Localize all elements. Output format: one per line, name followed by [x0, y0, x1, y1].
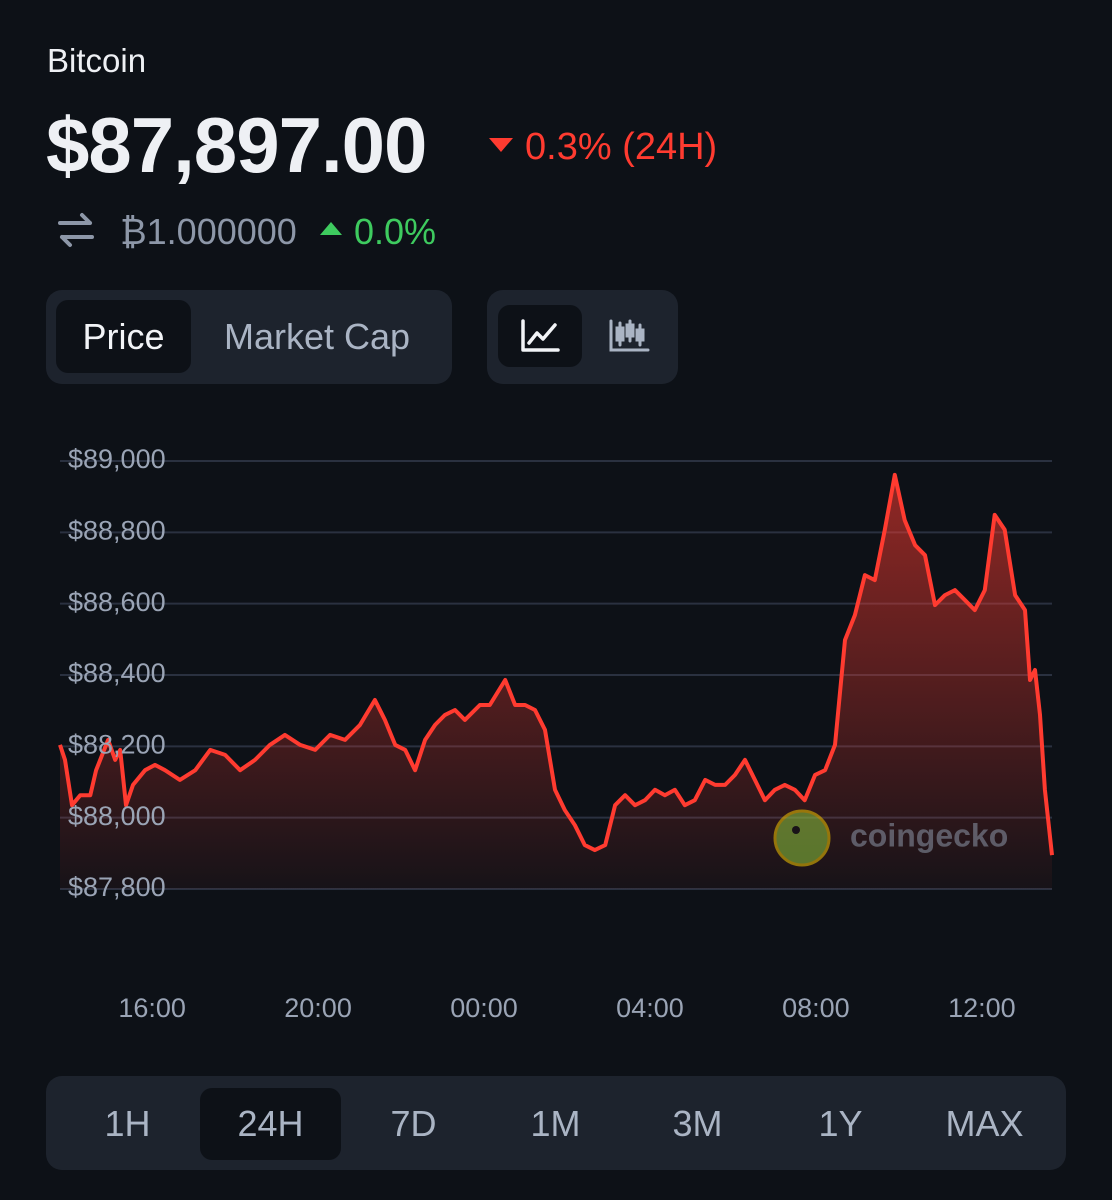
x-tick-label: 20:00	[284, 993, 352, 1023]
candle-icon	[609, 319, 650, 352]
y-tick-label: $88,400	[68, 658, 166, 688]
watermark-text: coingecko	[850, 817, 1008, 853]
range-button[interactable]: 1M	[530, 1103, 581, 1144]
line-chart-button[interactable]	[498, 305, 582, 367]
line-icon	[521, 319, 560, 352]
range-button[interactable]: 1H	[104, 1103, 151, 1144]
x-tick-label: 04:00	[616, 993, 684, 1023]
candle-chart-button[interactable]	[590, 305, 668, 367]
price-line	[58, 472, 1054, 856]
x-tick-label: 08:00	[782, 993, 850, 1023]
x-tick-label: 16:00	[118, 993, 186, 1023]
price-change: 0.3% (24H)	[525, 126, 718, 168]
x-tick-label: 12:00	[948, 993, 1016, 1023]
btc-price: ₿1.000000	[120, 211, 297, 252]
x-tick-label: 00:00	[450, 993, 518, 1023]
range-button[interactable]: 3M	[672, 1103, 723, 1144]
y-tick-label: $88,600	[68, 587, 166, 617]
range-button[interactable]: MAX	[945, 1103, 1024, 1144]
watermark: coingecko	[773, 809, 1008, 867]
y-tick-label: $88,800	[68, 515, 166, 545]
coin-name: Bitcoin	[47, 42, 147, 79]
y-tick-label: $88,000	[68, 801, 166, 831]
range-button[interactable]: 1Y	[818, 1103, 863, 1144]
price-area	[60, 474, 1052, 889]
y-tick-label: $89,000	[68, 444, 166, 474]
down-arrow	[489, 138, 513, 152]
range-button[interactable]: 7D	[390, 1103, 437, 1144]
btc-change: 0.0%	[354, 211, 437, 252]
tab-price[interactable]: Price	[56, 300, 191, 373]
y-tick-label: $88,200	[68, 729, 166, 759]
up-arrow	[320, 222, 342, 235]
tab-market-cap[interactable]: Market Cap	[223, 315, 411, 357]
range-button[interactable]: 24H	[200, 1088, 341, 1160]
price: $87,897.00	[46, 101, 427, 189]
swap-icon[interactable]	[56, 210, 96, 250]
y-tick-label: $87,800	[68, 872, 166, 902]
